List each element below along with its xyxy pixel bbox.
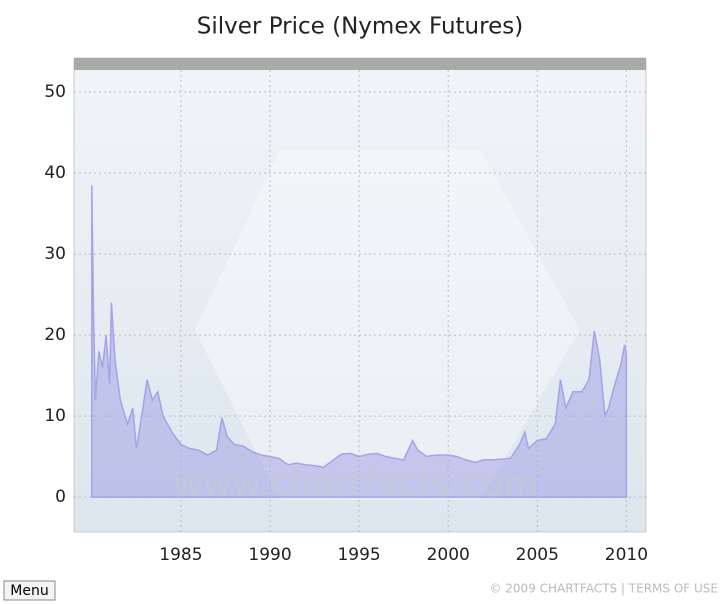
x-tick-label: 2000: [427, 545, 470, 565]
footer[interactable]: © 2009 CHARTFACTS | TERMS OF USE: [489, 582, 718, 596]
x-tick-label: 2010: [605, 545, 648, 565]
menu-button[interactable]: [3, 580, 56, 601]
watermark-shape: [195, 150, 580, 500]
y-tick-label: 30: [44, 244, 66, 264]
x-tick-label: 1990: [248, 545, 291, 565]
plot-header-bar: [74, 58, 646, 70]
y-tick-label: 10: [44, 406, 66, 426]
x-tick-label: 1985: [159, 545, 202, 565]
grid: [74, 70, 646, 532]
y-tick-label: 50: [44, 82, 66, 102]
watermark: www.chartfacts.com: [173, 464, 539, 505]
y-tick-label: 20: [44, 325, 66, 345]
y-tick-label: 0: [55, 487, 66, 507]
chart-title: Silver Price (Nymex Futures): [197, 14, 523, 40]
area: [91, 185, 628, 498]
y-tick-label: 40: [44, 163, 66, 183]
menu-label[interactable]: Menu: [10, 583, 48, 599]
x-tick-label: 1995: [337, 545, 380, 565]
x-tick-label: 2005: [516, 545, 559, 565]
marks: [91, 185, 628, 498]
